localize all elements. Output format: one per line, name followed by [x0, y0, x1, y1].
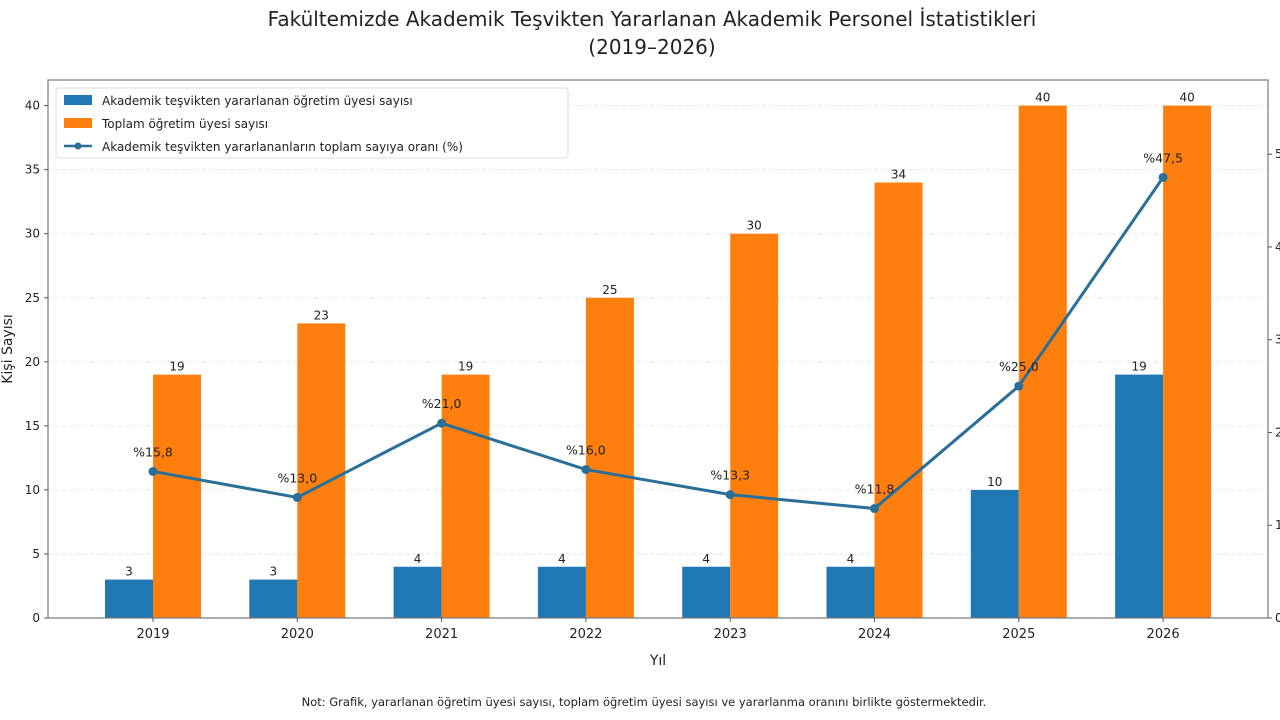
bar-label-total: 40: [1179, 91, 1194, 105]
x-tick-label: 2020: [281, 627, 314, 642]
bar-total: [874, 182, 923, 618]
bar-label-benefiting: 10: [987, 475, 1002, 489]
bar-total: [1163, 105, 1212, 619]
bar-label-benefiting: 4: [414, 552, 422, 566]
ratio-point: [581, 465, 591, 475]
y-tick-label: 40: [25, 99, 40, 113]
y-tick-label: 5: [32, 547, 40, 561]
x-tick-label: 2021: [425, 627, 458, 642]
bar-label-total: 23: [314, 308, 329, 322]
y-tick-label: 10: [25, 483, 40, 497]
y2-tick-label: 20: [1275, 425, 1280, 439]
bar-label-total: 34: [891, 167, 906, 181]
bar-total: [441, 374, 490, 618]
legend-label-total: Toplam öğretim üyesi sayısı: [101, 117, 268, 131]
ratio-label: %15,8: [133, 444, 173, 459]
bar-label-benefiting: 4: [558, 552, 566, 566]
y2-tick-label: 0: [1275, 611, 1280, 625]
x-axis-label: Yıl: [649, 653, 666, 669]
bar-total: [585, 297, 634, 618]
chart-title: Fakültemizde Akademik Teşvikten Yararlan…: [268, 7, 1037, 31]
bar-total: [730, 233, 779, 618]
bar-label-total: 30: [747, 219, 762, 233]
bar-label-benefiting: 4: [847, 552, 855, 566]
legend-label-ratio: Akademik teşvikten yararlananların topla…: [102, 140, 463, 154]
y-axis-label: Kişi Sayısı: [0, 314, 16, 384]
legend-swatch-orange: [64, 118, 92, 128]
bar-benefiting: [105, 579, 153, 618]
bar-label-total: 40: [1035, 91, 1050, 105]
y2-tick-label: 10: [1275, 518, 1280, 532]
ratio-label: %13,3: [710, 468, 750, 483]
bar-benefiting: [970, 489, 1019, 618]
bar-benefiting: [393, 566, 442, 618]
bar-label-benefiting: 3: [269, 565, 277, 579]
ratio-point: [148, 466, 158, 476]
bar-label-benefiting: 19: [1131, 360, 1146, 374]
ratio-line: [152, 176, 1165, 511]
bar-total: [1018, 105, 1067, 619]
bar-label-total: 19: [458, 360, 473, 374]
x-tick-label: 2026: [1147, 627, 1180, 642]
y-tick-label: 30: [25, 227, 40, 241]
y2-tick-label: 30: [1275, 333, 1280, 347]
y-tick-label: 0: [32, 611, 40, 625]
x-tick-label: 2019: [136, 627, 169, 642]
ratio-label: %11,8: [855, 482, 895, 497]
y-tick-label: 15: [25, 419, 40, 433]
y2-tick-label: 40: [1275, 240, 1280, 254]
chart-subtitle: (2019–2026): [588, 35, 715, 59]
bar-benefiting: [826, 566, 875, 618]
x-tick-label: 2023: [714, 627, 747, 642]
plot-frame: [47, 79, 1269, 619]
ratio-label: %13,0: [277, 470, 317, 485]
legend-label-benefiting: Akademik teşvikten yararlanan öğretim üy…: [102, 94, 413, 108]
bar-benefiting: [682, 566, 731, 618]
ratio-label: %21,0: [422, 396, 462, 411]
ratio-point: [1158, 172, 1168, 182]
bar-benefiting: [537, 566, 586, 618]
y2-tick-label: 50: [1275, 147, 1280, 161]
x-tick-label: 2025: [1002, 627, 1035, 642]
bar-total: [153, 374, 201, 618]
ratio-point: [292, 492, 302, 502]
ratio-point: [870, 504, 879, 514]
bar-label-benefiting: 3: [125, 565, 133, 579]
legend-swatch-blue: [64, 95, 92, 105]
y-tick-label: 20: [25, 355, 40, 369]
bar-label-total: 19: [169, 360, 184, 374]
bar-label-total: 25: [602, 283, 617, 297]
ratio-point: [437, 418, 447, 428]
ratio-point: [725, 490, 735, 500]
bar-benefiting: [249, 579, 298, 618]
ratio-point: [1014, 381, 1024, 391]
legend-line-marker: [74, 142, 82, 150]
bar-label-benefiting: 4: [702, 552, 710, 566]
chart-note: Not: Grafik, yararlanan öğretim üyesi sa…: [302, 695, 987, 709]
ratio-label: %16,0: [566, 443, 606, 458]
ratio-label: %47,5: [1143, 150, 1183, 165]
x-tick-label: 2024: [858, 627, 891, 642]
ratio-label: %25,0: [999, 359, 1039, 374]
y-tick-label: 25: [25, 291, 40, 305]
x-tick-label: 2022: [569, 627, 602, 642]
legend: Akademik teşvikten yararlanan öğretim üy…: [55, 87, 569, 159]
y-tick-label: 35: [25, 163, 40, 177]
bar-total: [297, 323, 346, 618]
bar-benefiting: [1115, 374, 1164, 618]
